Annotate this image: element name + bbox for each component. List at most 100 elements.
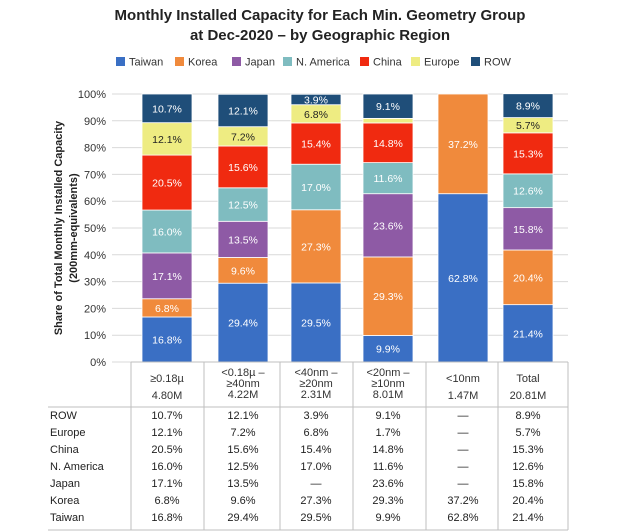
- bar-data-label: 37.2%: [448, 139, 478, 151]
- category-label: ≥40nm: [226, 378, 260, 390]
- category-label: <40nm –: [294, 367, 338, 379]
- category-label: 4.80M: [152, 390, 183, 402]
- table-row-label: Korea: [50, 495, 80, 507]
- table-cell: —: [311, 478, 322, 490]
- table-cell: 15.4%: [300, 444, 331, 456]
- legend-label-n-america: N. America: [296, 57, 351, 69]
- legend-swatch-china: [360, 57, 369, 66]
- bar-data-label: 12.6%: [513, 186, 543, 198]
- category-label: Total: [516, 373, 539, 385]
- legend-label-china: China: [373, 57, 403, 69]
- category-label: <20nm –: [366, 367, 410, 379]
- category-label: 2.31M: [301, 389, 332, 401]
- bar-data-label: 15.4%: [301, 139, 331, 151]
- table-cell: 1.7%: [375, 427, 400, 439]
- y-tick-label: 30%: [84, 277, 106, 289]
- y-axis-title: Share of Total Monthly Installed Capacit…: [53, 120, 80, 335]
- bar-segment: [141, 154, 193, 211]
- table-cell: —: [458, 461, 469, 473]
- bar-data-label: 20.4%: [513, 272, 543, 284]
- bar-segment: [362, 335, 414, 363]
- bar-data-label: 29.4%: [228, 318, 258, 330]
- table-cell: 27.3%: [300, 495, 331, 507]
- table-cell: 21.4%: [512, 512, 543, 524]
- table-cell: 17.0%: [300, 461, 331, 473]
- legend-swatch-korea: [175, 57, 184, 66]
- bar-segment: [217, 257, 269, 284]
- bar-segment: [290, 163, 342, 211]
- table-cell: 29.4%: [227, 512, 258, 524]
- y-tick-label: 40%: [84, 250, 106, 262]
- y-tick-label: 60%: [84, 196, 106, 208]
- bar-segment: [290, 93, 342, 106]
- legend-label-taiwan: Taiwan: [129, 57, 163, 69]
- bar-data-label: 16.8%: [152, 334, 182, 346]
- bar-data-label: 62.8%: [448, 273, 478, 285]
- legend-label-korea: Korea: [188, 57, 218, 69]
- y-tick-label: 50%: [84, 223, 106, 235]
- bar-segment: [217, 93, 269, 128]
- bars: 16.8% 6.8% 17.1% 16.0% 20.5% 12.1% 10.7% 29.4% 9…: [141, 93, 554, 363]
- table-cell: —: [458, 478, 469, 490]
- bar-data-label: 15.8%: [513, 224, 543, 236]
- table-row-label: China: [50, 444, 80, 456]
- bar-segment: [217, 187, 269, 222]
- table-cell: 12.1%: [227, 410, 258, 422]
- table-row-label: N. America: [50, 461, 105, 473]
- bar-data-label: 17.1%: [152, 271, 182, 283]
- table-row-label: ROW: [50, 410, 78, 422]
- y-tick-label: 100%: [78, 89, 106, 101]
- bar-data-label: 15.3%: [513, 148, 543, 160]
- y-axis-title-line-1: Share of Total Monthly Installed Capacit…: [53, 120, 65, 335]
- table-cell: 37.2%: [447, 495, 478, 507]
- bar-segment: [141, 209, 193, 254]
- bar-segment: [217, 220, 269, 258]
- bar-data-label: 10.7%: [152, 103, 182, 115]
- y-axis-ticks: 0% 10% 20% 30% 40% 50% 60% 70% 80% 90% 100%: [78, 89, 106, 369]
- category-label: 4.22M: [228, 389, 259, 401]
- table-cell: 14.8%: [372, 444, 403, 456]
- table-row-label: Europe: [50, 427, 85, 439]
- bar-data-label: 6.8%: [304, 109, 328, 121]
- table-cell: 12.6%: [512, 461, 543, 473]
- table-grid: [48, 361, 569, 531]
- table-cell: 62.8%: [447, 512, 478, 524]
- bar-data-label: 17.0%: [301, 182, 331, 194]
- table-cell: 8.9%: [515, 410, 540, 422]
- table-cell: 23.6%: [372, 478, 403, 490]
- legend-label-row: ROW: [484, 57, 512, 69]
- bar-data-label: 14.8%: [373, 138, 403, 150]
- bar-data-label: 16.0%: [152, 226, 182, 238]
- category-label: 20.81M: [510, 390, 547, 402]
- table-cell: 20.4%: [512, 495, 543, 507]
- bar-data-label: 7.2%: [231, 131, 255, 143]
- bar-segment: [217, 145, 269, 189]
- bar-segment: [362, 93, 414, 119]
- y-axis-title-line-2: (200mm-equivalents): [68, 173, 80, 283]
- y-tick-label: 70%: [84, 169, 106, 181]
- y-tick-label: 0%: [90, 357, 106, 369]
- bar-data-label: 23.6%: [373, 220, 403, 232]
- bar-segment: [141, 122, 193, 156]
- table-cell: 9.9%: [375, 512, 400, 524]
- table-cell: 15.8%: [512, 478, 543, 490]
- category-label: 1.47M: [448, 390, 479, 402]
- y-tick-label: 20%: [84, 303, 106, 315]
- bar-segment: [362, 117, 414, 124]
- y-tick-label: 90%: [84, 116, 106, 128]
- table-cell: 29.3%: [372, 495, 403, 507]
- table-cell: —: [458, 427, 469, 439]
- chart-title-line-1: Monthly Installed Capacity for Each Min.…: [115, 7, 526, 24]
- table-cell: 6.8%: [154, 495, 179, 507]
- category-label: <10nm: [446, 373, 480, 385]
- table-cell: 15.3%: [512, 444, 543, 456]
- bar-data-label: 15.6%: [228, 162, 258, 174]
- y-tick-label: 80%: [84, 143, 106, 155]
- bar-segment: [437, 93, 489, 195]
- bar-data-label: 29.3%: [373, 291, 403, 303]
- legend-swatch-n-america: [283, 57, 292, 66]
- bar-segment: [141, 93, 193, 124]
- legend-swatch-japan: [232, 57, 241, 66]
- bar-segment: [362, 122, 414, 164]
